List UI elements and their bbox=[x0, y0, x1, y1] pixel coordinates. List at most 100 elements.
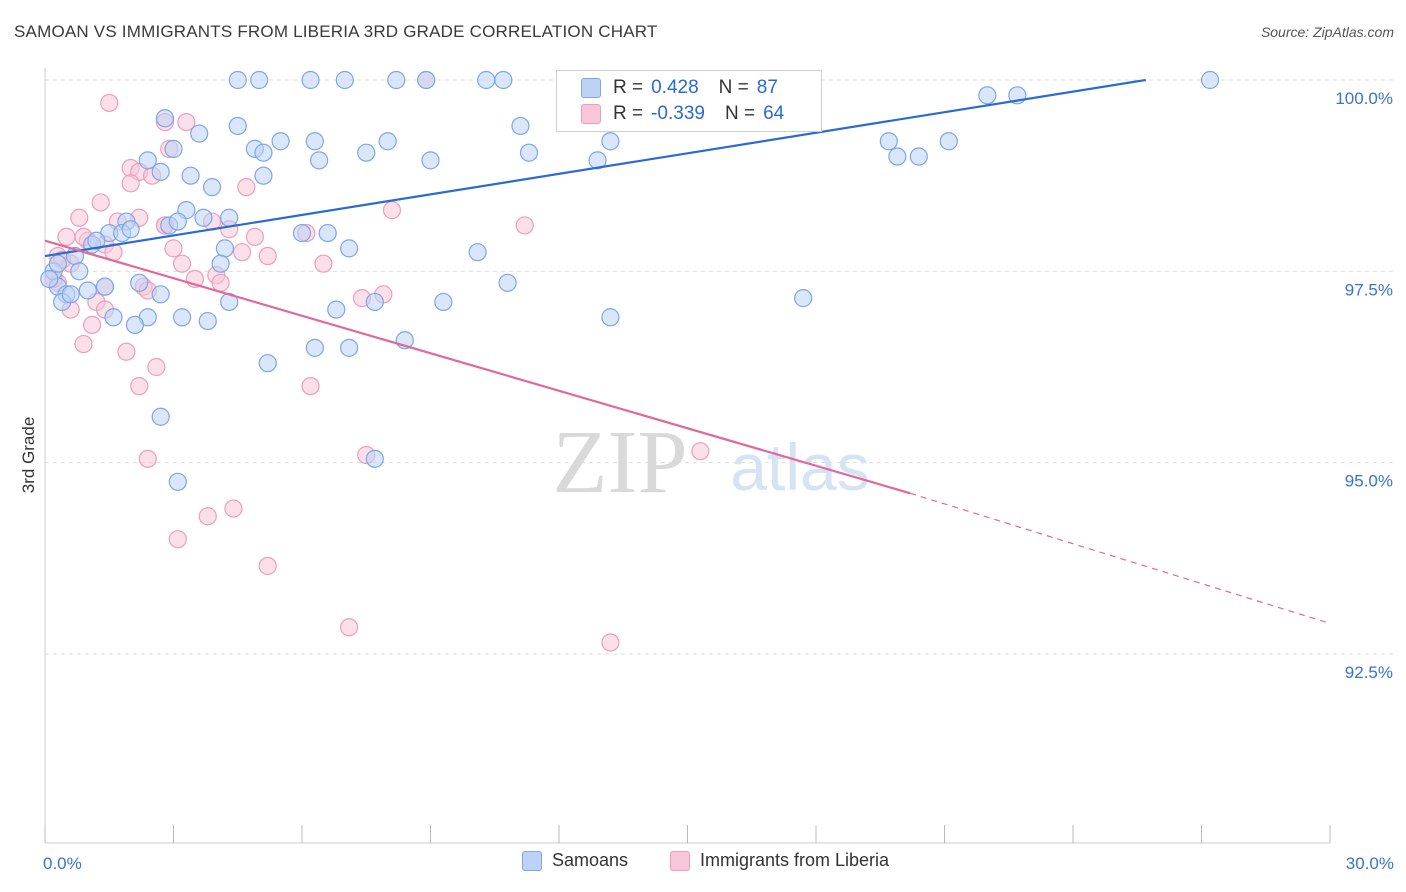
trend-line-liberia bbox=[44, 239, 911, 495]
data-point-samoans bbox=[151, 162, 170, 181]
data-point-liberia bbox=[172, 254, 192, 273]
data-point-samoans bbox=[340, 338, 359, 357]
data-point-samoans bbox=[305, 338, 324, 357]
data-point-samoans bbox=[588, 151, 607, 170]
data-point-samoans bbox=[310, 151, 329, 170]
chart-title: SAMOAN VS IMMIGRANTS FROM LIBERIA 3RD GR… bbox=[14, 22, 658, 41]
data-point-samoans bbox=[888, 147, 907, 166]
data-point-liberia bbox=[83, 315, 102, 335]
data-point-samoans bbox=[104, 308, 123, 327]
legend-swatch-samoans bbox=[522, 850, 542, 871]
data-point-samoans bbox=[387, 70, 406, 90]
data-point-liberia bbox=[301, 377, 320, 396]
data-point-samoans bbox=[168, 212, 187, 231]
data-point-samoans bbox=[498, 273, 517, 292]
data-point-samoans bbox=[340, 239, 359, 258]
x-tick-label: 0.0% bbox=[43, 854, 82, 873]
n-label: N = bbox=[724, 103, 756, 124]
data-point-samoans bbox=[78, 281, 97, 300]
bottom-legend: Samoans Immigrants from Liberia bbox=[0, 850, 1406, 880]
data-point-samoans bbox=[172, 308, 192, 327]
data-point-samoans bbox=[211, 254, 230, 273]
data-point-samoans bbox=[305, 132, 324, 151]
data-point-samoans bbox=[254, 143, 273, 162]
data-point-samoans bbox=[40, 269, 59, 289]
data-point-samoans bbox=[220, 208, 239, 227]
data-point-samoans bbox=[978, 86, 997, 105]
data-point-liberia bbox=[130, 377, 149, 396]
y-tick-label: 95.0% bbox=[1345, 472, 1393, 491]
r-value: -0.339 bbox=[651, 103, 705, 124]
legend-item-samoans[interactable]: Samoans bbox=[522, 850, 628, 871]
data-point-samoans bbox=[365, 292, 384, 312]
legend-item-liberia[interactable]: Immigrants from Liberia bbox=[670, 850, 889, 871]
data-point-samoans bbox=[125, 315, 145, 335]
data-point-liberia bbox=[198, 507, 217, 526]
y-axis-label: 3rd Grade bbox=[19, 417, 38, 494]
data-point-samoans bbox=[494, 70, 513, 90]
watermark-atlas: atlas bbox=[730, 430, 869, 504]
n-value: 64 bbox=[763, 103, 785, 124]
data-point-samoans bbox=[190, 124, 209, 143]
watermark-zip: ZIP bbox=[553, 413, 688, 512]
data-point-samoans bbox=[271, 132, 290, 151]
data-point-liberia bbox=[691, 442, 710, 461]
source-label: Source: ZipAtlas.com bbox=[1260, 24, 1394, 40]
data-point-liberia bbox=[74, 334, 93, 354]
data-point-samoans bbox=[215, 239, 234, 258]
data-point-liberia bbox=[91, 193, 110, 212]
gridlines bbox=[45, 79, 1395, 655]
data-point-samoans bbox=[477, 70, 496, 90]
data-point-liberia bbox=[121, 174, 140, 193]
data-point-samoans bbox=[1200, 70, 1220, 90]
data-point-samoans bbox=[155, 109, 175, 128]
r-label: R = bbox=[613, 77, 644, 98]
r-value: 0.428 bbox=[651, 77, 699, 98]
data-point-samoans bbox=[318, 223, 337, 243]
data-point-samoans bbox=[198, 311, 217, 331]
correlation-legend: R = 0.428 N = 87 R = -0.339 N = 64 bbox=[556, 70, 822, 132]
data-point-liberia bbox=[515, 216, 534, 235]
axes bbox=[44, 68, 1331, 844]
n-value: 87 bbox=[756, 77, 778, 98]
data-point-samoans bbox=[378, 132, 397, 151]
data-point-liberia bbox=[177, 112, 196, 132]
data-point-liberia bbox=[340, 618, 359, 637]
data-point-liberia bbox=[245, 227, 264, 246]
data-point-liberia bbox=[100, 93, 119, 113]
data-point-samoans bbox=[151, 407, 170, 426]
data-point-liberia bbox=[117, 342, 136, 361]
data-point-liberia bbox=[57, 227, 76, 246]
r-label: R = bbox=[613, 103, 644, 124]
y-tick-label: 100.0% bbox=[1335, 89, 1393, 108]
data-point-samoans bbox=[939, 132, 958, 151]
data-point-samoans bbox=[138, 151, 157, 170]
data-point-samoans bbox=[95, 277, 115, 296]
data-point-samoans bbox=[434, 292, 453, 312]
trend-line-samoans bbox=[44, 78, 1146, 258]
series-samoans-points bbox=[40, 70, 1220, 491]
data-point-liberia bbox=[70, 208, 89, 227]
data-point-samoans bbox=[421, 151, 440, 170]
data-point-samoans bbox=[228, 70, 247, 90]
legend-label-samoans: Samoans bbox=[552, 850, 629, 870]
data-point-samoans bbox=[909, 147, 928, 166]
data-point-liberia bbox=[138, 449, 157, 468]
data-point-liberia bbox=[258, 556, 277, 576]
data-point-samoans bbox=[879, 132, 898, 151]
data-point-liberia bbox=[164, 239, 183, 258]
data-point-samoans bbox=[61, 285, 80, 304]
data-point-samoans bbox=[357, 143, 376, 162]
data-point-samoans bbox=[181, 166, 200, 185]
data-point-liberia bbox=[232, 243, 252, 262]
data-point-liberia bbox=[382, 201, 402, 220]
data-point-samoans bbox=[468, 243, 487, 262]
data-point-samoans bbox=[301, 70, 320, 90]
legend-swatch-samoans bbox=[581, 78, 601, 98]
data-point-liberia bbox=[168, 530, 187, 549]
data-point-samoans bbox=[327, 300, 346, 319]
data-point-samoans bbox=[48, 254, 67, 273]
data-point-samoans bbox=[365, 449, 384, 468]
x-tick-label: 30.0% bbox=[1346, 854, 1394, 873]
